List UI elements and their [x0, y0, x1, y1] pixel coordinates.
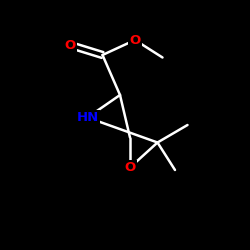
Text: O: O [64, 38, 76, 52]
Text: HN: HN [76, 111, 98, 124]
Text: O: O [124, 161, 136, 174]
Text: O: O [130, 34, 140, 46]
